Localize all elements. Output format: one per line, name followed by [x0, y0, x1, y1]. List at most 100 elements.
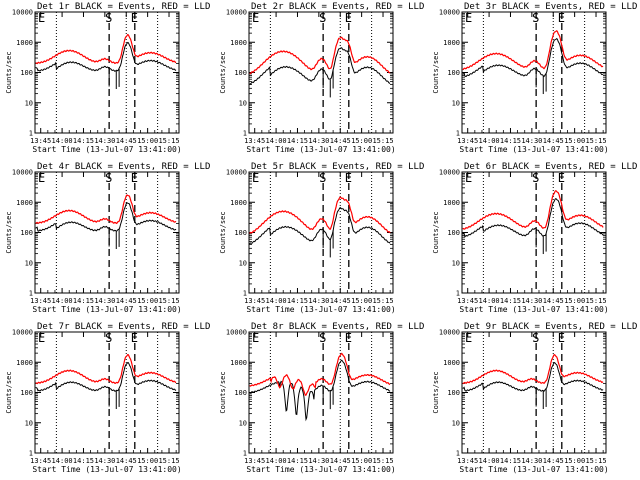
y-axis-label: Counts/sec [219, 211, 227, 253]
x-tick-label: 15:15 [158, 457, 179, 465]
marker-label: S [105, 331, 112, 345]
marker-label: S [532, 171, 539, 185]
x-tick-label: 14:15 [500, 457, 521, 465]
y-tick-label: 1000 [16, 39, 33, 47]
x-tick-label: 14:15 [500, 137, 521, 145]
x-tick-label: 15:15 [585, 457, 606, 465]
marker-label: S [105, 171, 112, 185]
y-tick-label: 1000 [16, 199, 33, 207]
marker-label: E [345, 331, 352, 345]
x-tick-label: 14:45 [116, 137, 137, 145]
panel-7: Det 7r BLACK = Events, RED = LLD 1 10 100 10… [5, 322, 210, 474]
x-tick-label: 14:30 [94, 297, 115, 305]
y-tick-label: 10 [239, 419, 247, 427]
y-tick-label: 1000 [443, 39, 460, 47]
panel-8: Det 8r BLACK = Events, RED = LLD 1 10 100 10… [219, 322, 424, 474]
y-axis-label: Counts/sec [219, 51, 227, 93]
panel-title: Det 3r BLACK = Events, RED = LLD [464, 2, 637, 12]
marker-label: S [319, 331, 326, 345]
y-tick-label: 10 [452, 419, 460, 427]
x-tick-label: 13:45 [30, 297, 51, 305]
y-tick-label: 1 [29, 450, 33, 458]
x-tick-label: 15:15 [158, 137, 179, 145]
y-tick-label: 10 [239, 99, 247, 107]
x-tick-label: 14:45 [116, 297, 137, 305]
x-axis-label: Start Time (13-Jul-07 13:41:00) [459, 305, 608, 314]
x-tick-label: 14:45 [116, 457, 137, 465]
marker-label: E [38, 331, 45, 345]
series-lld-line [249, 352, 391, 396]
x-axis-label: Start Time (13-Jul-07 13:41:00) [32, 465, 181, 474]
x-axis-label: Start Time (13-Jul-07 13:41:00) [459, 465, 608, 474]
x-tick-label: 14:15 [73, 297, 94, 305]
y-tick-label: 1 [456, 130, 460, 138]
series-events-line [462, 362, 604, 392]
x-tick-label: 15:00 [351, 137, 372, 145]
y-tick-label: 10000 [439, 9, 460, 17]
x-tick-label: 14:00 [266, 137, 287, 145]
marker-label: E [131, 11, 138, 25]
y-tick-label: 100 [20, 389, 33, 397]
x-axis-label: Start Time (13-Jul-07 13:41:00) [459, 145, 608, 154]
x-tick-label: 14:00 [266, 297, 287, 305]
x-tick-label: 13:45 [457, 297, 478, 305]
panel-title: Det 2r BLACK = Events, RED = LLD [251, 2, 424, 12]
x-tick-label: 15:00 [564, 137, 585, 145]
series-events-line [249, 206, 391, 245]
marker-label: S [319, 171, 326, 185]
x-tick-label: 14:45 [543, 137, 564, 145]
panel-2: Det 2r BLACK = Events, RED = LLD 1 10 100 10… [219, 2, 424, 154]
marker-label: S [105, 11, 112, 25]
series-lld-line [249, 196, 391, 234]
x-tick-label: 14:00 [266, 457, 287, 465]
y-tick-label: 10000 [12, 169, 33, 177]
panel-title: Det 7r BLACK = Events, RED = LLD [37, 322, 210, 332]
x-tick-label: 15:00 [137, 297, 158, 305]
marker-label: E [38, 171, 45, 185]
x-tick-label: 14:00 [479, 297, 500, 305]
marker-label: S [532, 331, 539, 345]
x-axis-label: Start Time (13-Jul-07 13:41:00) [246, 465, 395, 474]
y-tick-label: 10000 [439, 329, 460, 337]
y-tick-label: 10000 [226, 329, 247, 337]
y-axis-label: Counts/sec [5, 371, 13, 413]
marker-label: S [532, 11, 539, 25]
panel-title: Det 6r BLACK = Events, RED = LLD [464, 162, 637, 172]
x-tick-label: 13:45 [244, 457, 265, 465]
y-tick-label: 1000 [443, 199, 460, 207]
series-lld-line [35, 33, 177, 65]
x-tick-label: 15:15 [158, 297, 179, 305]
y-tick-label: 10 [25, 99, 33, 107]
x-tick-label: 13:45 [30, 137, 51, 145]
y-tick-label: 10000 [226, 169, 247, 177]
marker-label: E [252, 171, 259, 185]
x-axis-label: Start Time (13-Jul-07 13:41:00) [32, 145, 181, 154]
x-tick-label: 15:00 [351, 297, 372, 305]
x-tick-label: 14:00 [479, 137, 500, 145]
x-axis-label: Start Time (13-Jul-07 13:41:00) [32, 305, 181, 314]
x-tick-label: 15:00 [351, 457, 372, 465]
y-tick-label: 1000 [230, 199, 247, 207]
x-tick-label: 14:45 [330, 137, 351, 145]
y-tick-label: 10000 [12, 9, 33, 17]
x-tick-label: 14:00 [479, 457, 500, 465]
series-lld-line [462, 354, 604, 385]
y-tick-label: 1 [243, 130, 247, 138]
x-tick-label: 14:15 [287, 457, 308, 465]
x-tick-label: 14:00 [52, 137, 73, 145]
y-tick-label: 100 [447, 389, 460, 397]
x-tick-label: 14:15 [287, 137, 308, 145]
x-tick-label: 15:15 [585, 297, 606, 305]
y-tick-label: 1 [243, 450, 247, 458]
y-axis-label: Counts/sec [5, 51, 13, 93]
y-tick-label: 1 [456, 290, 460, 298]
x-tick-label: 14:15 [73, 457, 94, 465]
y-axis-label: Counts/sec [432, 51, 440, 93]
y-tick-label: 1 [243, 290, 247, 298]
x-tick-label: 14:45 [330, 297, 351, 305]
x-tick-label: 13:45 [457, 457, 478, 465]
y-tick-label: 100 [234, 229, 247, 237]
panel-6: Det 6r BLACK = Events, RED = LLD 1 10 100 10… [432, 162, 637, 314]
panel-1: Det 1r BLACK = Events, RED = LLD 1 10 100 10… [5, 2, 210, 154]
marker-label: S [319, 11, 326, 25]
